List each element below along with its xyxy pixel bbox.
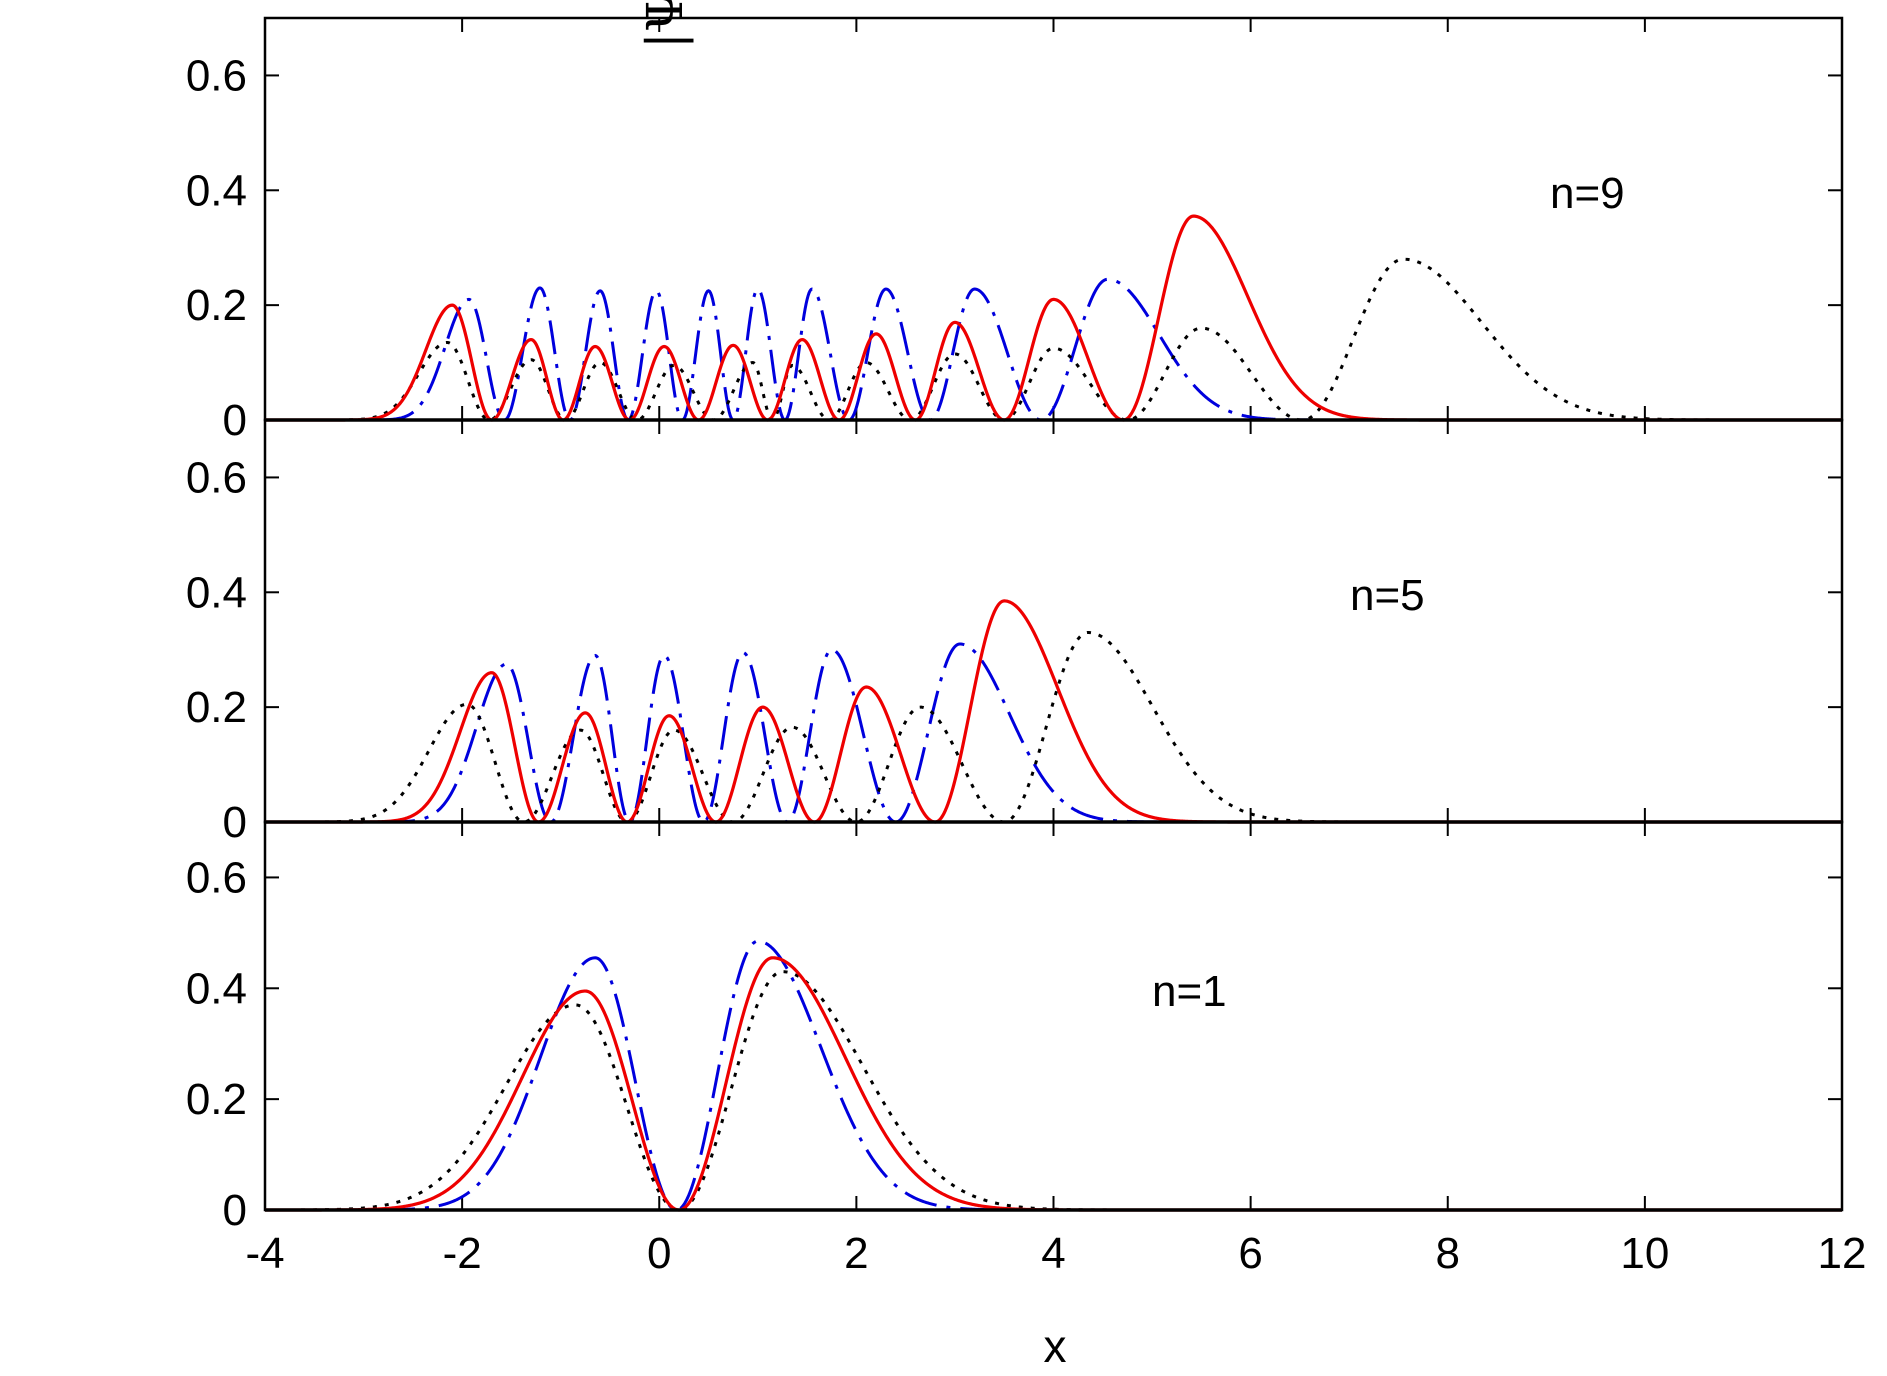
- x-axis-label: x: [1044, 1320, 1067, 1372]
- series-line-2: [265, 257, 1842, 422]
- y-tick-label: 0.2: [186, 281, 247, 330]
- panel-label: n=9: [1550, 169, 1625, 218]
- panel-1: 0 0.2 0.4 0.6 n=9: [186, 16, 1844, 445]
- x-axis-ticks: -4 -2 0 2 4 6 8 10 12: [245, 1229, 1866, 1278]
- x-tick-label: 2: [844, 1229, 868, 1278]
- y-tick-label: 0.4: [186, 166, 247, 215]
- x-tick-label: 0: [647, 1229, 671, 1278]
- series-line-2: [265, 970, 1842, 1212]
- series-line-3: [265, 599, 1842, 824]
- panel-label: n=5: [1350, 571, 1425, 620]
- y-tick-label: 0.6: [186, 51, 247, 100]
- panel-frame: [263, 418, 1844, 824]
- x-tick-label: 6: [1238, 1229, 1262, 1278]
- series-line-2: [265, 630, 1842, 824]
- y-tick-label: 0: [223, 1186, 247, 1235]
- panel-frame: [263, 16, 1844, 422]
- y-tick-label: 0.2: [186, 683, 247, 732]
- x-tick-label: 10: [1620, 1229, 1669, 1278]
- y-tick-label: 0.4: [186, 964, 247, 1013]
- x-tick-label: 4: [1041, 1229, 1065, 1278]
- y-tick-label: 0: [223, 798, 247, 847]
- series-line-1: [265, 642, 1842, 824]
- x-tick-label: 12: [1818, 1229, 1867, 1278]
- panels-group: 0 0.2 0.4 0.6 n=9 0 0.2 0.4 0.6 n=5 0 0.2 0.4 0.6 n=1: [186, 16, 1844, 1235]
- series-line-1: [265, 939, 1842, 1212]
- y-tick-label: 0.4: [186, 568, 247, 617]
- series-line-3: [265, 214, 1842, 422]
- y-tick-label: 0: [223, 396, 247, 445]
- panel-label: n=1: [1152, 967, 1227, 1016]
- y-tick-label: 0.2: [186, 1075, 247, 1124]
- y-tick-label: 0.6: [186, 853, 247, 902]
- series-line-3: [265, 956, 1842, 1212]
- x-tick-label: -2: [443, 1229, 482, 1278]
- x-tick-label: 8: [1436, 1229, 1460, 1278]
- y-axis-label: |Ψ|2: [632, 0, 694, 49]
- panel-3: 0 0.2 0.4 0.6 n=1: [186, 820, 1844, 1235]
- panel-2: 0 0.2 0.4 0.6 n=5: [186, 418, 1844, 847]
- y-axis-label-text: |Ψ|: [636, 0, 694, 49]
- x-tick-label: -4: [245, 1229, 284, 1278]
- y-tick-label: 0.6: [186, 453, 247, 502]
